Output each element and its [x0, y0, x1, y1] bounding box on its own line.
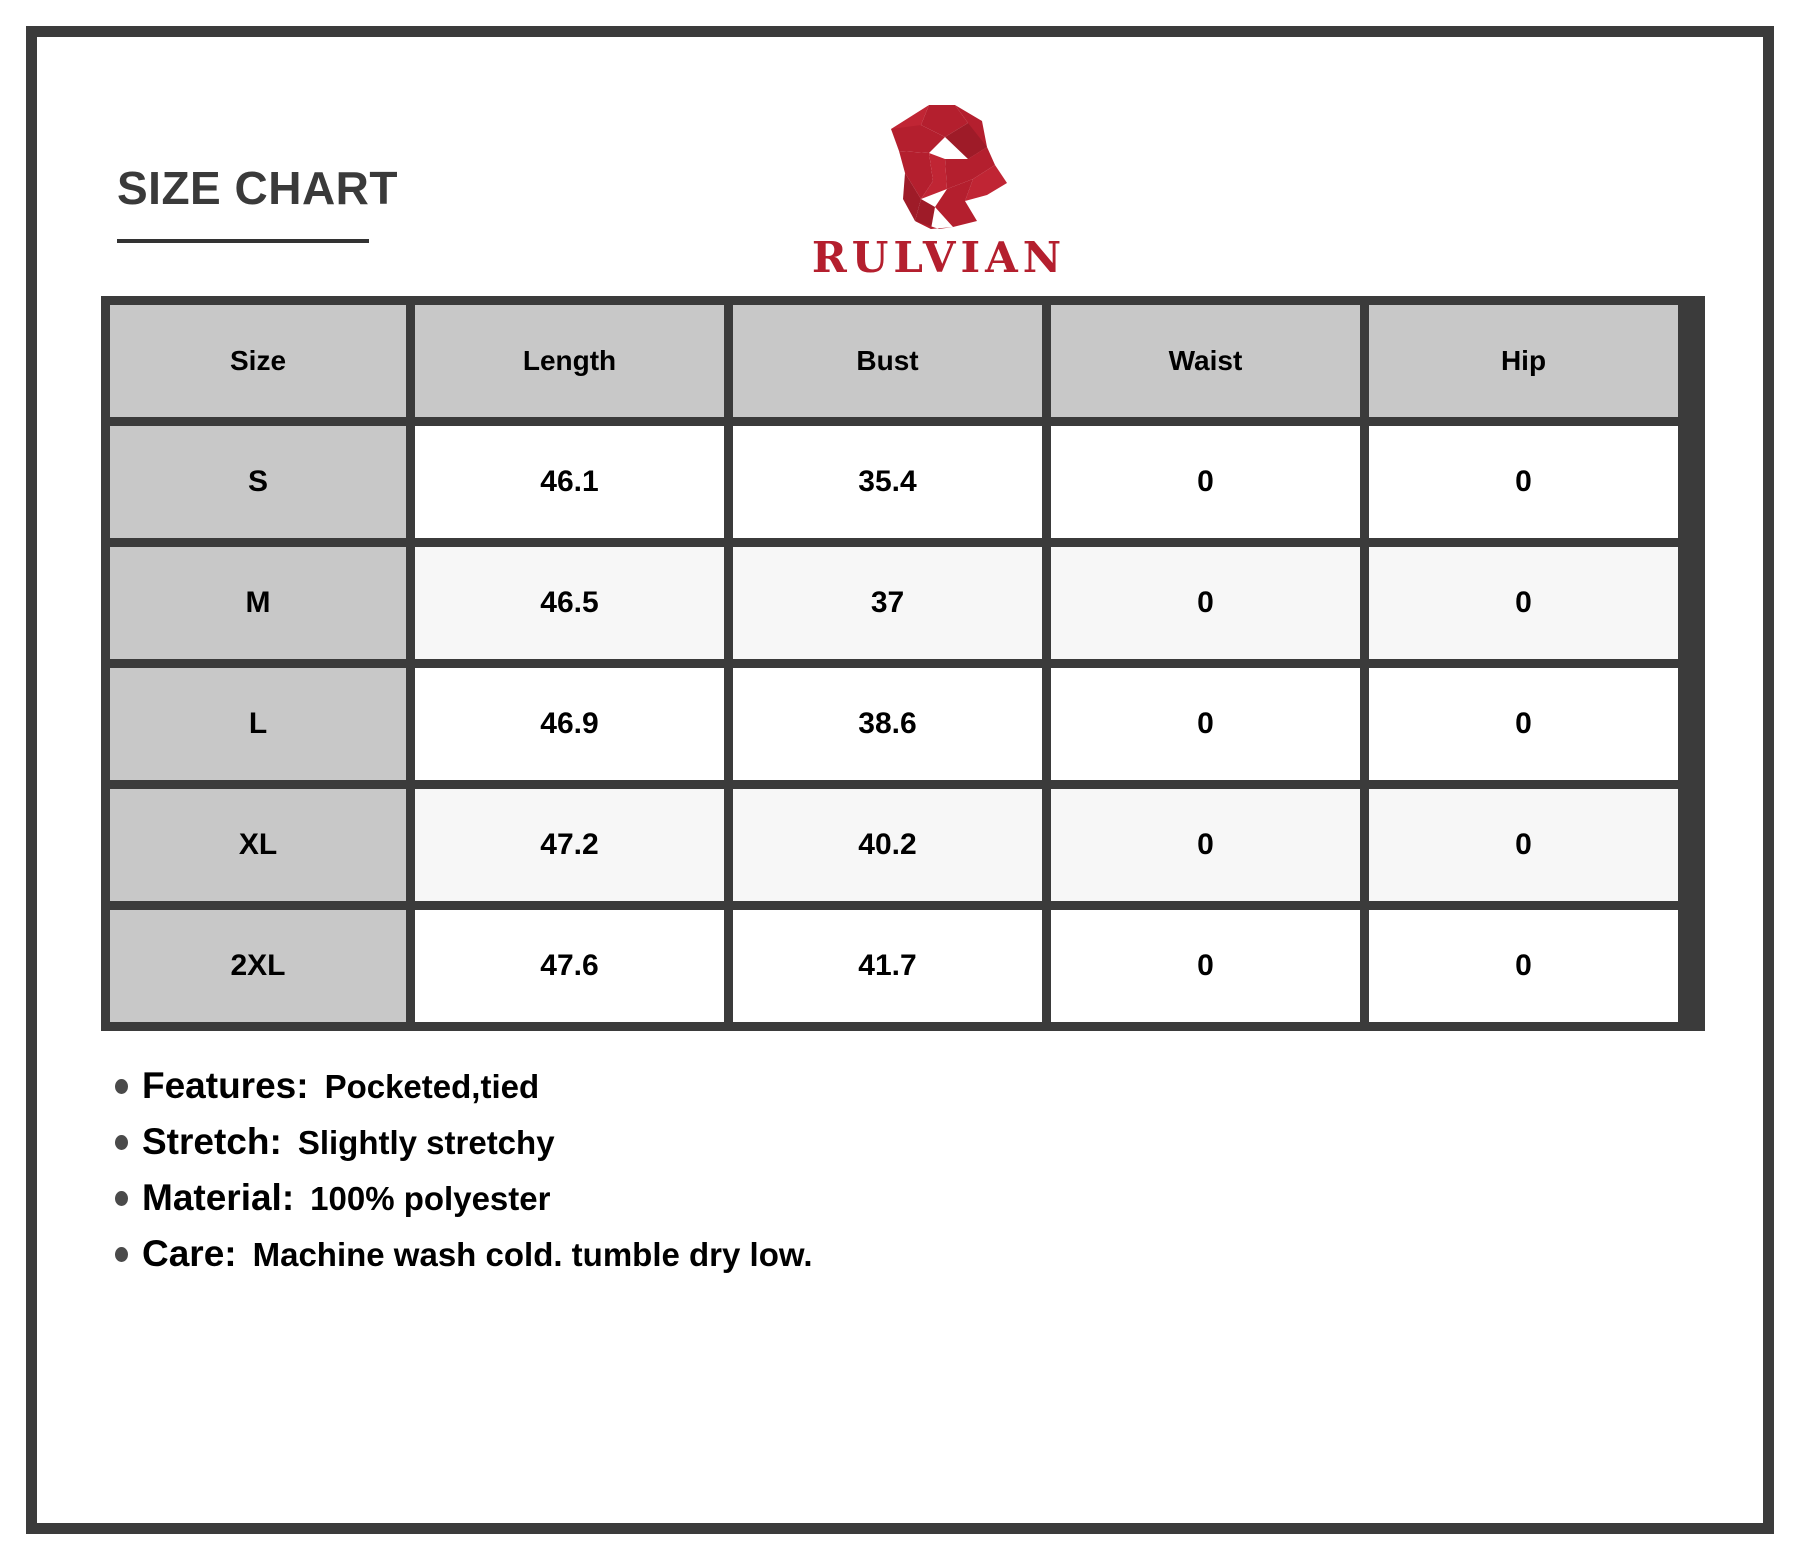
cell-length: 46.5 — [415, 547, 724, 659]
list-item: Features: Pocketed,tied — [115, 1065, 1699, 1107]
detail-label-features: Features: — [142, 1065, 309, 1106]
cell-waist: 0 — [1051, 668, 1360, 780]
cell-waist: 0 — [1051, 426, 1360, 538]
cell-bust: 37 — [733, 547, 1042, 659]
bullet-dot-icon — [115, 1247, 128, 1262]
cell-hip: 0 — [1369, 547, 1678, 659]
outer-frame: SIZE CHART — [26, 26, 1774, 1534]
cell-length: 47.2 — [415, 789, 724, 901]
brand-logo-block: RULVIAN — [789, 103, 1089, 279]
column-header-hip: Hip — [1369, 305, 1678, 417]
cell-size: M — [110, 547, 406, 659]
cell-hip: 0 — [1369, 910, 1678, 1022]
size-table-container: Size Length Bust Waist Hip S 46.1 35.4 0 — [101, 296, 1705, 1031]
cell-waist: 0 — [1051, 910, 1360, 1022]
detail-label-stretch: Stretch: — [142, 1121, 282, 1162]
title-block: SIZE CHART — [117, 165, 398, 243]
brand-name: RULVIAN — [811, 233, 1067, 282]
column-header-waist: Waist — [1051, 305, 1360, 417]
table-row: S 46.1 35.4 0 0 — [110, 426, 1678, 538]
cell-bust: 38.6 — [733, 668, 1042, 780]
detail-value-care: Machine wash cold. tumble dry low. — [252, 1236, 813, 1273]
bullet-dot-icon — [115, 1191, 128, 1206]
table-row: 2XL 47.6 41.7 0 0 — [110, 910, 1678, 1022]
list-item: Material: 100% polyester — [115, 1177, 1699, 1219]
product-details-list: Features: Pocketed,tied Stretch: Slightl… — [101, 1065, 1699, 1275]
table-row: L 46.9 38.6 0 0 — [110, 668, 1678, 780]
cell-bust: 41.7 — [733, 910, 1042, 1022]
column-header-bust: Bust — [733, 305, 1042, 417]
table-row: M 46.5 37 0 0 — [110, 547, 1678, 659]
cell-waist: 0 — [1051, 547, 1360, 659]
column-header-size: Size — [110, 305, 406, 417]
cell-hip: 0 — [1369, 668, 1678, 780]
cell-hip: 0 — [1369, 789, 1678, 901]
detail-value-material: 100% polyester — [310, 1180, 551, 1217]
bullet-dot-icon — [115, 1079, 128, 1094]
cell-size: L — [110, 668, 406, 780]
cell-waist: 0 — [1051, 789, 1360, 901]
cell-bust: 35.4 — [733, 426, 1042, 538]
size-table: Size Length Bust Waist Hip S 46.1 35.4 0 — [101, 296, 1687, 1031]
cell-size: 2XL — [110, 910, 406, 1022]
page-title: SIZE CHART — [117, 162, 398, 214]
detail-value-features: Pocketed,tied — [324, 1068, 540, 1105]
table-row: XL 47.2 40.2 0 0 — [110, 789, 1678, 901]
detail-label-care: Care: — [142, 1233, 237, 1274]
table-header-row: Size Length Bust Waist Hip — [110, 305, 1678, 417]
list-item: Stretch: Slightly stretchy — [115, 1121, 1699, 1163]
header: SIZE CHART — [101, 95, 1699, 280]
cell-size: XL — [110, 789, 406, 901]
cell-length: 46.9 — [415, 668, 724, 780]
bullet-dot-icon — [115, 1135, 128, 1150]
cell-size: S — [110, 426, 406, 538]
detail-value-stretch: Slightly stretchy — [297, 1124, 555, 1161]
cell-length: 46.1 — [415, 426, 724, 538]
list-item: Care: Machine wash cold. tumble dry low. — [115, 1233, 1699, 1275]
cell-length: 47.6 — [415, 910, 724, 1022]
detail-label-material: Material: — [142, 1177, 295, 1218]
cell-bust: 40.2 — [733, 789, 1042, 901]
column-header-length: Length — [415, 305, 724, 417]
title-underline-divider — [117, 239, 369, 243]
cell-hip: 0 — [1369, 426, 1678, 538]
rulvian-r-monogram-icon — [891, 105, 1007, 229]
